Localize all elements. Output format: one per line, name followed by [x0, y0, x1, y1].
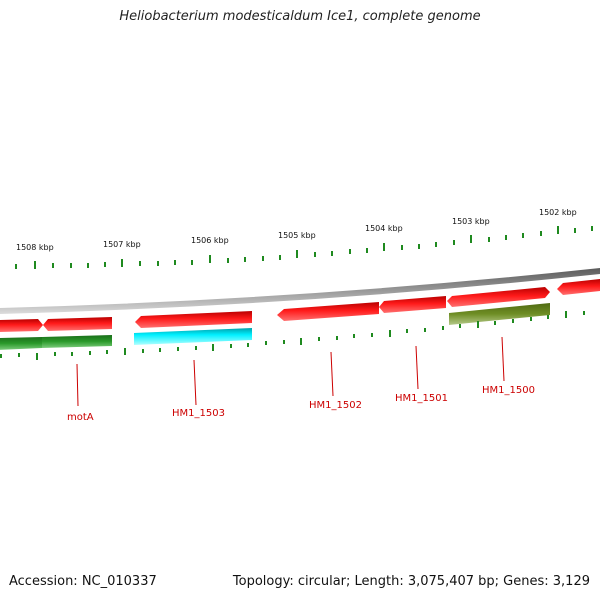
gene-block-olive	[449, 303, 550, 325]
accession-text: Accession: NC_010337	[9, 574, 157, 589]
leader-lines	[76, 336, 505, 407]
topology-text: Topology: circular; Length: 3,075,407 bp…	[232, 574, 590, 589]
lower-ticks	[0, 311, 585, 360]
scale-label: 1507 kbp	[103, 240, 141, 249]
gene-arrow	[135, 311, 252, 328]
gene-arrow	[557, 279, 600, 295]
gene-label-hm1-1501: HM1_1501	[395, 393, 448, 404]
genome-backbone	[0, 268, 600, 314]
scale-label: 1503 kbp	[452, 217, 490, 226]
gene-label-mota: motA	[67, 412, 94, 423]
scale-label: 1506 kbp	[191, 236, 229, 245]
gene-arrow	[447, 287, 550, 307]
scale-ticks	[15, 226, 593, 269]
scale-label: 1508 kbp	[16, 243, 54, 252]
gene-arrow	[43, 317, 112, 331]
gene-arrow	[0, 319, 43, 332]
gene-block	[0, 337, 42, 350]
map-title: Heliobacterium modesticaldum Ice1, compl…	[119, 9, 481, 24]
gene-block	[42, 335, 112, 348]
reverse-genes	[0, 303, 550, 350]
gene-label-hm1-1503: HM1_1503	[172, 408, 225, 419]
gene-block-highlight	[134, 328, 252, 345]
gene-label-hm1-1502: HM1_1502	[309, 400, 362, 411]
scale-label: 1504 kbp	[365, 224, 403, 233]
gene-label-hm1-1500: HM1_1500	[482, 385, 535, 396]
scale-label: 1502 kbp	[539, 208, 577, 217]
gene-arrow	[277, 302, 379, 321]
gene-arrow	[379, 296, 446, 313]
scale-label: 1505 kbp	[278, 231, 316, 240]
forward-genes	[0, 279, 600, 332]
